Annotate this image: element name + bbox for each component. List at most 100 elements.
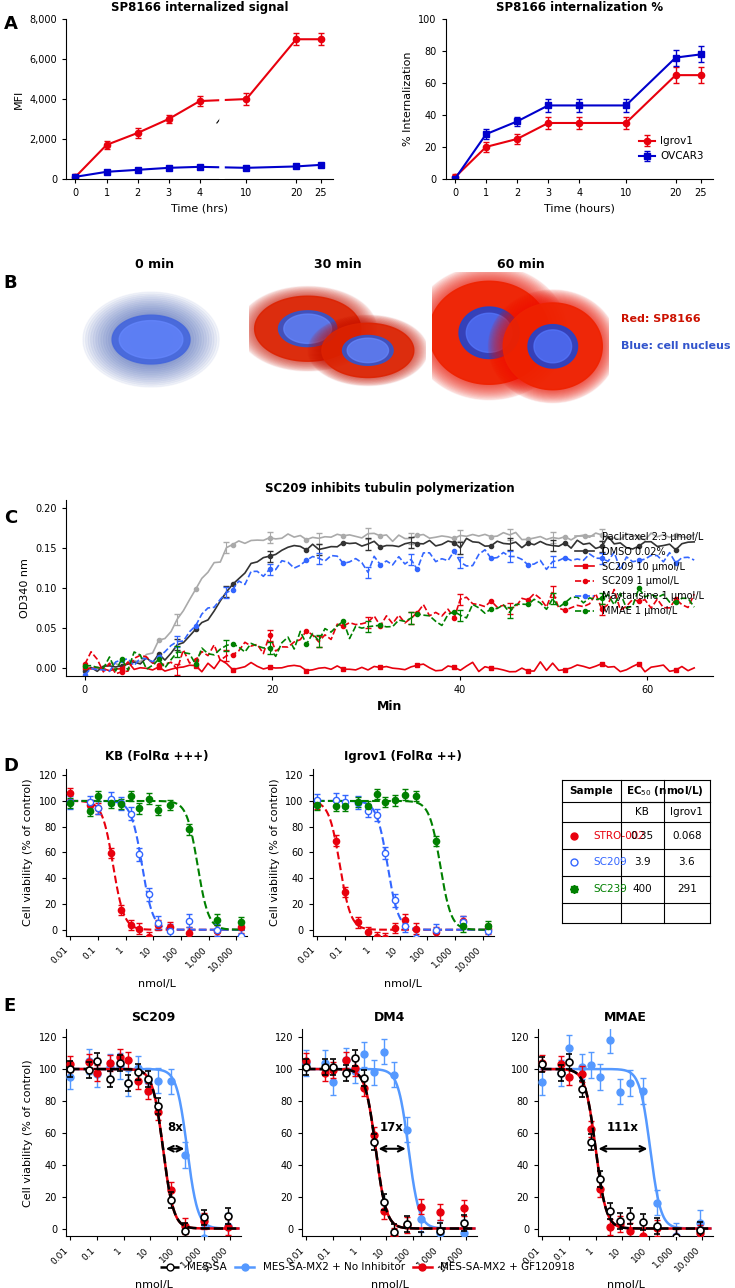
Polygon shape xyxy=(101,304,201,375)
Text: 8x: 8x xyxy=(167,1122,183,1135)
Polygon shape xyxy=(322,323,414,377)
Polygon shape xyxy=(124,321,178,358)
Polygon shape xyxy=(429,281,549,384)
Y-axis label: MFI: MFI xyxy=(14,89,24,108)
Text: Sample: Sample xyxy=(570,787,613,796)
Text: E: E xyxy=(4,997,16,1015)
X-axis label: Time (hrs): Time (hrs) xyxy=(171,204,229,214)
Polygon shape xyxy=(424,277,554,389)
Polygon shape xyxy=(495,295,611,397)
Title: SC209 inhibits tubulin polymerization: SC209 inhibits tubulin polymerization xyxy=(265,482,514,495)
Text: A: A xyxy=(4,15,18,33)
Polygon shape xyxy=(459,307,519,358)
Polygon shape xyxy=(116,316,186,363)
Polygon shape xyxy=(322,323,414,377)
Polygon shape xyxy=(114,313,188,366)
Polygon shape xyxy=(98,303,204,376)
Text: Igrov1: Igrov1 xyxy=(670,808,703,818)
Polygon shape xyxy=(488,290,617,403)
Polygon shape xyxy=(492,294,613,399)
Text: SC209: SC209 xyxy=(593,858,627,868)
Title: SC209: SC209 xyxy=(132,1011,176,1024)
Text: 0.35: 0.35 xyxy=(631,831,653,841)
Polygon shape xyxy=(412,267,566,399)
Polygon shape xyxy=(245,291,370,367)
Polygon shape xyxy=(88,296,214,384)
Polygon shape xyxy=(119,317,183,362)
Polygon shape xyxy=(420,273,559,392)
Polygon shape xyxy=(109,310,193,370)
Text: 17x: 17x xyxy=(380,1122,404,1135)
Polygon shape xyxy=(528,325,578,368)
Polygon shape xyxy=(104,307,198,372)
Y-axis label: Cell viability (% of control): Cell viability (% of control) xyxy=(23,779,33,926)
Polygon shape xyxy=(416,270,562,395)
Polygon shape xyxy=(83,292,219,386)
Polygon shape xyxy=(315,319,420,381)
Title: SP8166 internalized signal: SP8166 internalized signal xyxy=(111,1,289,14)
Text: 0.068: 0.068 xyxy=(672,831,702,841)
Polygon shape xyxy=(111,312,191,367)
Polygon shape xyxy=(126,322,176,357)
Polygon shape xyxy=(414,268,564,398)
Text: 3.9: 3.9 xyxy=(634,858,650,868)
Text: 400: 400 xyxy=(632,885,652,894)
Polygon shape xyxy=(311,317,425,384)
Polygon shape xyxy=(419,273,559,393)
Text: STRO-002: STRO-002 xyxy=(593,831,645,841)
Polygon shape xyxy=(93,299,209,380)
Title: 60 min: 60 min xyxy=(497,258,545,270)
Polygon shape xyxy=(309,316,426,385)
Text: D: D xyxy=(4,757,18,775)
Polygon shape xyxy=(254,295,362,362)
Polygon shape xyxy=(245,290,371,367)
Title: KB (FolRα +++): KB (FolRα +++) xyxy=(105,751,209,764)
Polygon shape xyxy=(503,303,602,390)
Title: MMAE: MMAE xyxy=(604,1011,647,1024)
Polygon shape xyxy=(320,322,416,379)
Polygon shape xyxy=(254,296,361,361)
Polygon shape xyxy=(279,310,337,346)
Polygon shape xyxy=(242,289,373,368)
Polygon shape xyxy=(497,298,609,395)
Text: KB: KB xyxy=(635,808,649,818)
Polygon shape xyxy=(312,317,423,384)
Polygon shape xyxy=(423,276,556,390)
Title: Igrov1 (FolRα ++): Igrov1 (FolRα ++) xyxy=(344,751,462,764)
Polygon shape xyxy=(490,292,615,401)
Polygon shape xyxy=(417,272,561,394)
Polygon shape xyxy=(248,292,368,366)
Text: B: B xyxy=(4,274,18,292)
Legend: MES-SA, MES-SA-MX2 + No Inhibitor, MES-SA-MX2 + GF120918: MES-SA, MES-SA-MX2 + No Inhibitor, MES-S… xyxy=(156,1258,579,1276)
Polygon shape xyxy=(254,296,361,361)
Polygon shape xyxy=(85,294,217,385)
Polygon shape xyxy=(308,316,428,385)
Text: SC239: SC239 xyxy=(593,885,627,894)
X-axis label: nmol/L: nmol/L xyxy=(606,1280,645,1288)
Polygon shape xyxy=(112,316,190,365)
Polygon shape xyxy=(500,300,606,393)
Polygon shape xyxy=(314,318,422,383)
X-axis label: nmol/L: nmol/L xyxy=(137,979,176,989)
Legend: Igrov1, OVCAR3: Igrov1, OVCAR3 xyxy=(635,133,708,166)
Polygon shape xyxy=(425,278,553,388)
Polygon shape xyxy=(429,281,549,384)
X-axis label: Time (hours): Time (hours) xyxy=(544,204,614,214)
Polygon shape xyxy=(499,299,606,393)
Text: 291: 291 xyxy=(677,885,697,894)
Title: DM4: DM4 xyxy=(374,1011,405,1024)
Text: Red: SP8166: Red: SP8166 xyxy=(620,314,700,325)
Text: 111x: 111x xyxy=(607,1122,639,1135)
Polygon shape xyxy=(490,291,616,402)
Polygon shape xyxy=(310,317,426,385)
Text: C: C xyxy=(4,509,17,527)
Polygon shape xyxy=(347,339,389,363)
Text: Blue: cell nucleus: Blue: cell nucleus xyxy=(620,341,730,352)
X-axis label: Min: Min xyxy=(377,701,402,714)
Text: EC$_{50}$ (nmol/L): EC$_{50}$ (nmol/L) xyxy=(626,784,704,799)
Polygon shape xyxy=(240,287,376,371)
Polygon shape xyxy=(249,292,367,365)
Polygon shape xyxy=(284,314,331,344)
Polygon shape xyxy=(319,322,417,379)
Polygon shape xyxy=(411,265,567,399)
